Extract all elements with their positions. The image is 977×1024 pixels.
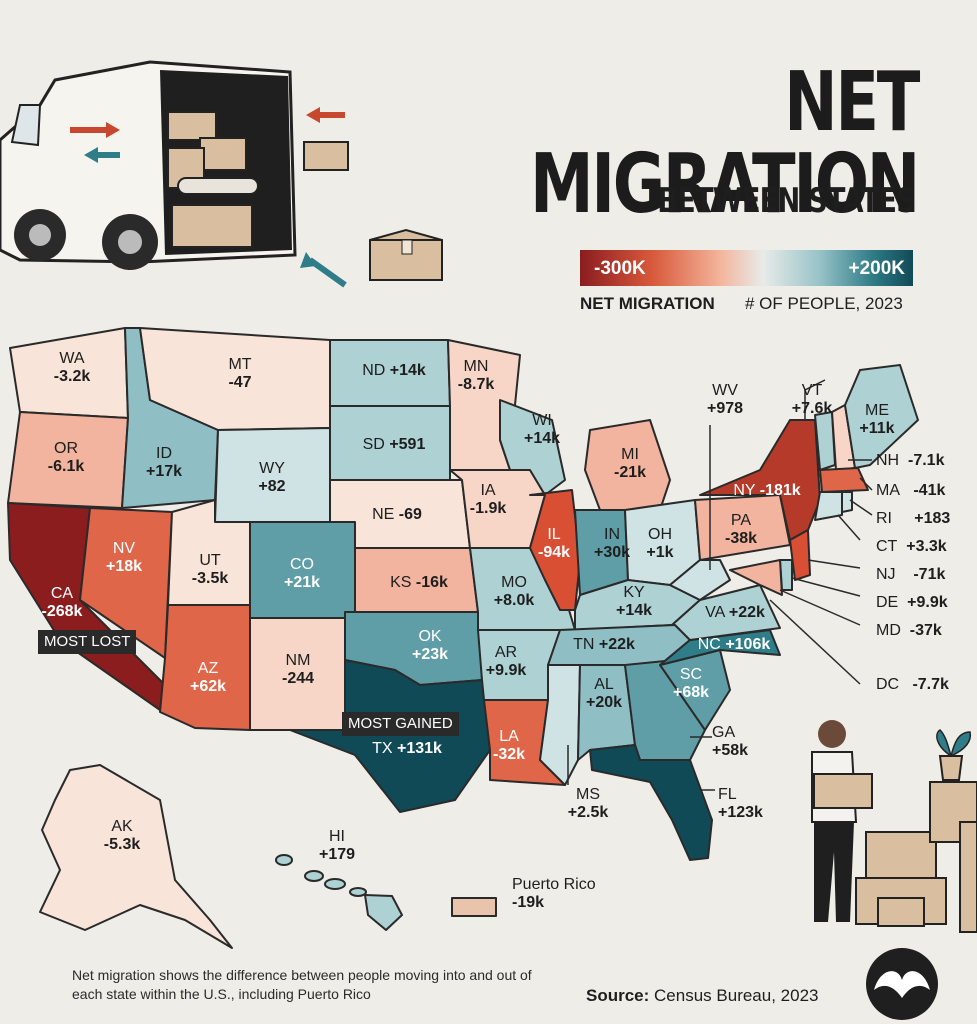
state-label-CO: CO +21k xyxy=(283,556,321,591)
state-label-OH: OH +1k xyxy=(646,526,674,561)
state-label-MA: MA -41k xyxy=(876,482,946,499)
state-label-WY: WY +82 xyxy=(258,460,286,495)
state-CT xyxy=(814,491,843,521)
footnote: Net migration shows the difference betwe… xyxy=(72,967,532,1002)
state-HI xyxy=(275,854,403,931)
territory-PR xyxy=(451,897,497,917)
state-label-ID: ID +17k xyxy=(145,445,183,480)
state-label-NM: NM -244 xyxy=(281,652,315,687)
state-label-AL: AL +20k xyxy=(585,676,623,711)
state-label-IL: IL -94k xyxy=(537,526,571,561)
state-label-IN: IN +30k xyxy=(593,526,631,561)
state-FL xyxy=(589,744,713,861)
legend-min-label: -300K xyxy=(594,258,646,279)
state-label-CT: CT +3.3k xyxy=(876,538,947,555)
state-label-OR: OR -6.1k xyxy=(47,440,85,475)
legend-unit-label: # OF PEOPLE, 2023 xyxy=(745,294,903,313)
state-label-WA: WA -3.2k xyxy=(53,350,91,385)
state-AK xyxy=(39,764,233,949)
state-label-ND: ND +14k xyxy=(362,362,426,379)
state-label-NE: NE -69 xyxy=(372,506,422,523)
state-WV xyxy=(669,559,731,601)
page-subtitle: BETWEEN STATES xyxy=(657,181,916,221)
state-NJ xyxy=(789,529,811,581)
state-label-AR: AR +9.9k xyxy=(485,644,527,679)
state-label-TN: TN +22k xyxy=(573,636,635,653)
state-label-MN: MN -8.7k xyxy=(457,358,495,393)
state-label-NJ: NJ -71k xyxy=(876,566,946,583)
state-label-NH: NH -7.1k xyxy=(876,452,945,469)
moving-van-icon xyxy=(0,60,349,288)
state-label-KY: KY +14k xyxy=(615,584,653,619)
state-label-VA: VA +22k xyxy=(705,604,765,621)
state-label-DC: DC -7.7k xyxy=(876,676,949,693)
state-label-SC: SC +68k xyxy=(672,666,710,701)
state-label-OK: OK +23k xyxy=(411,628,449,663)
state-label-PA: PA -38k xyxy=(724,512,758,547)
legend-max-label: +200K xyxy=(848,258,905,279)
state-MA xyxy=(819,467,869,493)
state-TX xyxy=(289,659,491,813)
state-label-VT: VT +7.6k xyxy=(791,382,833,417)
state-label-FL: FL +123k xyxy=(718,786,763,821)
cardboard-box-icon xyxy=(369,228,443,281)
state-label-MS: MS +2.5k xyxy=(567,786,609,821)
most-gained-badge: MOST GAINED xyxy=(342,712,459,736)
legend-color-scale xyxy=(580,250,913,286)
state-label-TX: TX +131k xyxy=(372,740,442,757)
state-label-MT: MT -47 xyxy=(228,356,252,391)
state-label-UT: UT -3.5k xyxy=(191,552,229,587)
state-RI xyxy=(841,491,853,513)
brand-logo-icon xyxy=(866,948,938,1020)
state-label-NY: NY -181k xyxy=(733,482,801,499)
state-label-DE: DE +9.9k xyxy=(876,594,948,611)
most-lost-badge: MOST LOST xyxy=(38,630,137,654)
person-carrying-box-icon xyxy=(811,720,977,933)
state-label-WI: WI +14k xyxy=(523,412,561,447)
state-WI xyxy=(499,399,566,496)
state-label-AZ: AZ +62k xyxy=(189,660,227,695)
state-label-CA: CA -268k xyxy=(41,585,83,620)
state-label-LA: LA -32k xyxy=(492,728,526,763)
state-label-HI: HI +179 xyxy=(318,828,356,863)
state-label-SD: SD +591 xyxy=(362,436,426,453)
potted-plant-icon xyxy=(936,729,972,781)
state-MD xyxy=(729,559,783,596)
state-label-NV: NV +18k xyxy=(105,540,143,575)
state-label-AK: AK -5.3k xyxy=(103,818,141,853)
state-label-KS: KS -16k xyxy=(390,574,448,591)
state-label-RI: RI +183 xyxy=(876,510,951,527)
state-label-MI: MI -21k xyxy=(613,446,647,481)
state-label-MD: MD -37k xyxy=(876,622,942,639)
territory-label-PR: Puerto Rico -19k xyxy=(512,876,596,911)
source-credit: Source: Census Bureau, 2023 xyxy=(586,986,819,1005)
state-label-MO: MO +8.0k xyxy=(493,574,535,609)
state-label-GA: GA +58k xyxy=(712,724,749,759)
state-label-NC: NC +106k xyxy=(697,636,771,653)
state-label-ME: ME +11k xyxy=(859,402,895,437)
state-NC xyxy=(659,629,781,666)
state-label-WV: WV +978 xyxy=(706,382,744,417)
page-title: NET MIGRATION xyxy=(529,55,920,232)
state-label-IA: IA -1.9k xyxy=(469,482,507,517)
legend-metric-label: NET MIGRATION xyxy=(580,294,715,313)
